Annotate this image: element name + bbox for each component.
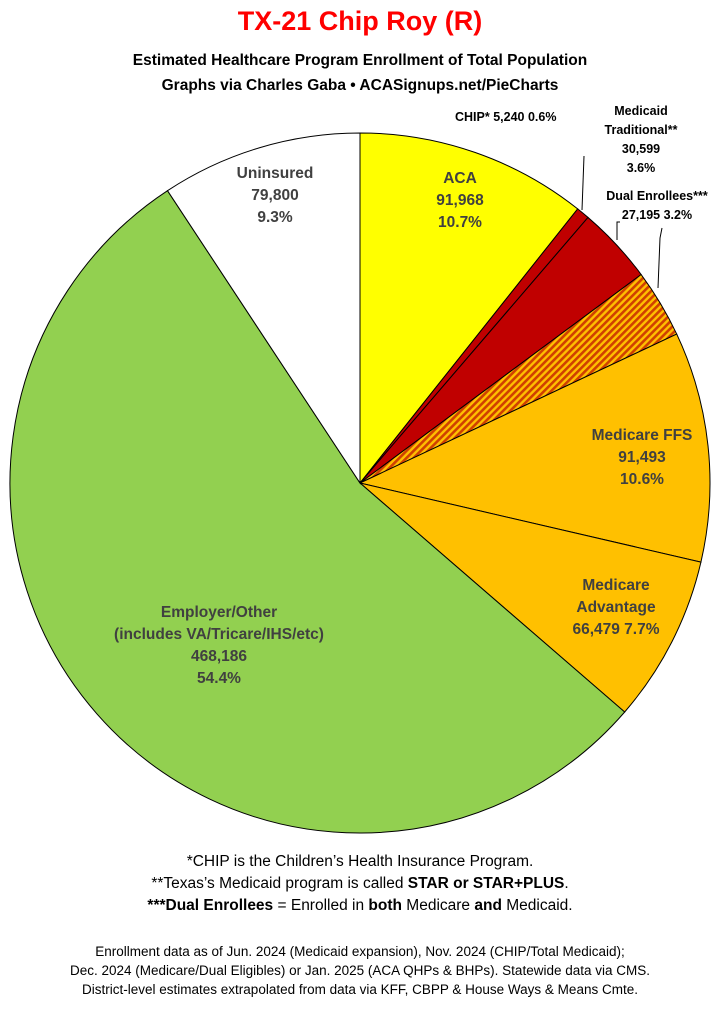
chart-subtitle: Estimated Healthcare Program Enrollment … — [132, 52, 588, 69]
footnote-medicaid: **Texas’s Medicaid program is called STA… — [0, 875, 720, 893]
pie-slice-aca — [359, 132, 579, 485]
uninsured-label-name: Uninsured — [237, 165, 314, 182]
footnote-dual: ***Dual Enrollees = Enrolled in both Med… — [0, 897, 720, 915]
footnote-medicaid-program: STAR or STAR+PLUS — [407, 875, 565, 892]
employer-label-line1: Employer/Other — [161, 604, 277, 621]
chart-credit: Graphs via Charles Gaba • ACASignups.net… — [161, 77, 559, 94]
pie-slice-medicare-ffs — [358, 333, 711, 563]
ffs-label-name: Medicare FFS — [592, 427, 693, 444]
employer-label-pct: 54.4% — [197, 670, 241, 687]
ma-label-line3: 66,479 7.7% — [572, 621, 659, 638]
footnote-chip: *CHIP is the Children’s Health Insurance… — [186, 853, 534, 870]
dual-label-line2: 27,195 3.2% — [622, 208, 692, 222]
dual-leader-line — [657, 227, 663, 289]
pie-slice-uninsured — [166, 132, 361, 485]
medicaid-label-line1: Medicaid — [614, 104, 668, 118]
chart-title: TX-21 Chip Roy (R) — [237, 6, 483, 36]
medicaid-leader-line — [616, 221, 620, 240]
uninsured-label-value: 79,800 — [251, 187, 298, 204]
chip-leader-line — [581, 155, 585, 211]
leader-lines — [581, 155, 663, 289]
ffs-label-value: 91,493 — [618, 449, 666, 466]
source-line-1: Enrollment data as of Jun. 2024 (Medicai… — [95, 944, 625, 959]
aca-label-pct: 10.7% — [438, 214, 482, 231]
footnote-medicaid-text: **Texas’s Medicaid program is called — [151, 875, 408, 892]
medicaid-label-pct: 3.6% — [627, 161, 656, 175]
footnote-dual-t2: Medicare — [401, 897, 475, 914]
aca-label-name: ACA — [443, 170, 477, 187]
dual-label-line1: Dual Enrollees*** — [606, 189, 708, 203]
footnote-medicaid-end: . — [564, 875, 569, 892]
chip-label: CHIP* 5,240 0.6% — [455, 110, 556, 124]
footnote-dual-t1: = Enrolled in — [273, 897, 369, 914]
pie-slice-employer-other-includes-va-tricare-ihs-etc — [9, 189, 626, 834]
uninsured-label-pct: 9.3% — [257, 209, 293, 226]
footnote-dual-and: and — [474, 897, 502, 914]
source-line-3: District-level estimates extrapolated fr… — [82, 982, 638, 997]
source-line-2: Dec. 2024 (Medicare/Dual Eligibles) or J… — [70, 963, 650, 978]
footnote-dual-term: ***Dual Enrollees — [147, 897, 274, 914]
ma-label-line1: Medicare — [582, 577, 650, 594]
aca-label-value: 91,968 — [436, 192, 484, 209]
medicaid-label-value: 30,599 — [622, 142, 660, 156]
footnote-dual-both: both — [368, 897, 402, 914]
employer-label-line2: (includes VA/Tricare/IHS/etc) — [114, 626, 324, 643]
medicaid-label-line2: Traditional** — [605, 123, 678, 137]
ffs-label-pct: 10.6% — [620, 471, 664, 488]
pie-chart: ACA 91,968 10.7% CHIP* 5,240 0.6% Medica… — [9, 104, 711, 834]
employer-label-value: 468,186 — [191, 648, 247, 665]
pie-slice-medicare-advantage — [359, 482, 702, 713]
pie-slices — [9, 132, 711, 834]
ma-label-line2: Advantage — [576, 599, 656, 616]
footnote-dual-t3: Medicaid. — [501, 897, 573, 914]
